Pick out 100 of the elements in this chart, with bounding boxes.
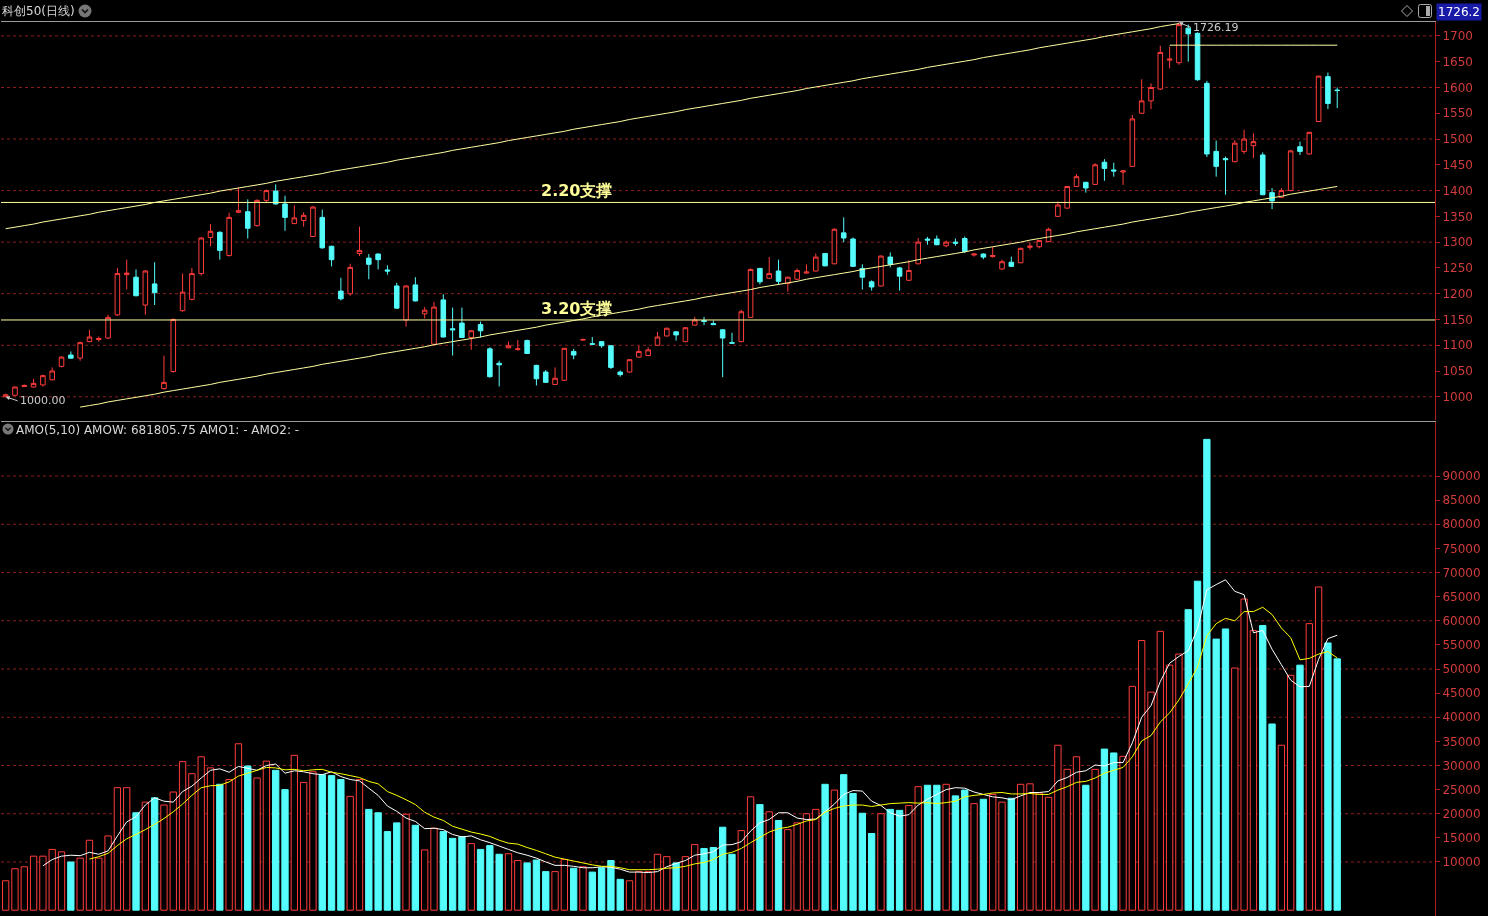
bar	[206, 767, 215, 911]
bar	[1305, 623, 1313, 911]
bar	[1165, 664, 1174, 911]
bar	[504, 853, 513, 911]
bar	[411, 824, 420, 911]
y-tick-label: 75000	[1442, 541, 1481, 556]
bar	[812, 808, 820, 911]
bar	[67, 861, 75, 911]
candlestick	[515, 339, 521, 352]
candlestick	[1120, 169, 1126, 186]
ref-line-label: 3.20支撑	[541, 299, 613, 318]
chart-title: AMO(5,10) AMOW: 681805.75 AMO1: - AMO2: -	[16, 423, 300, 438]
text: 1726.2	[1438, 5, 1480, 19]
y-tick-label: 1100	[1442, 338, 1473, 353]
candlestick	[328, 245, 335, 267]
candlestick	[915, 237, 921, 265]
candlestick	[68, 350, 74, 360]
bar	[1082, 784, 1090, 911]
candlestick	[645, 346, 651, 357]
y-tick-label: 55000	[1442, 638, 1481, 653]
bar	[57, 851, 66, 911]
candlestick	[999, 259, 1005, 271]
candlestick	[114, 267, 121, 317]
y-tick-label: 1300	[1442, 235, 1473, 250]
bar	[1119, 755, 1127, 911]
candlestick	[570, 348, 577, 360]
candlestick	[1036, 239, 1043, 249]
y-tick-label: 60000	[1442, 613, 1481, 628]
candlestick	[887, 251, 894, 268]
candlestick	[719, 328, 726, 378]
candlestick	[906, 259, 912, 282]
bar	[113, 787, 122, 911]
y-tick-label: 10000	[1442, 855, 1481, 870]
candlestick	[77, 341, 83, 362]
candlestick	[1241, 129, 1247, 155]
candlestick	[95, 335, 102, 343]
bar	[1016, 783, 1025, 911]
y-tick-label: 1250	[1442, 261, 1473, 276]
y-tick-label: 20000	[1442, 806, 1481, 821]
bar	[383, 831, 392, 911]
candlestick	[580, 338, 586, 342]
candlestick	[766, 256, 772, 280]
bar	[262, 760, 271, 911]
y-tick-label: 1200	[1442, 286, 1473, 301]
candlestick	[226, 212, 232, 258]
y-tick-label: 1500	[1442, 132, 1473, 147]
candlestick	[431, 301, 437, 346]
candlestick	[254, 198, 260, 228]
candlestick	[189, 267, 195, 301]
y-tick-label: 45000	[1442, 686, 1481, 701]
bar	[532, 859, 541, 911]
candlestick	[1055, 200, 1061, 218]
bar	[961, 789, 969, 911]
candlestick	[1017, 247, 1024, 264]
candlestick	[1129, 114, 1136, 168]
candlestick	[468, 329, 475, 351]
bar	[709, 847, 718, 911]
bar	[579, 866, 587, 911]
bar	[523, 862, 531, 911]
candlestick	[291, 205, 298, 225]
candlestick	[1325, 72, 1331, 110]
candlestick	[170, 317, 177, 374]
bar	[979, 798, 988, 911]
candlestick	[654, 331, 661, 347]
candlestick	[347, 263, 353, 297]
candlestick	[598, 340, 605, 349]
candlestick	[217, 230, 223, 261]
y-tick-label: 1650	[1442, 54, 1473, 69]
y-tick-label: 50000	[1442, 662, 1481, 677]
bar	[1091, 768, 1099, 911]
bar	[318, 774, 326, 911]
candlestick	[310, 205, 316, 238]
candlestick	[338, 277, 344, 301]
y-tick-label: 15000	[1442, 831, 1481, 846]
bar	[393, 822, 401, 911]
candlestick	[449, 307, 456, 357]
bar	[588, 871, 596, 911]
bar	[1277, 744, 1286, 911]
bar	[1221, 628, 1230, 911]
bar	[672, 862, 680, 911]
bar	[1193, 580, 1202, 911]
bar	[1314, 586, 1323, 911]
candlestick	[161, 355, 167, 391]
bar	[476, 848, 485, 911]
candlestick	[393, 282, 400, 310]
bar	[309, 771, 317, 911]
bar	[514, 860, 522, 911]
bar	[178, 761, 187, 911]
bar	[542, 871, 550, 911]
bar	[858, 812, 866, 911]
bar	[1007, 797, 1015, 911]
bar	[570, 867, 578, 911]
bar	[123, 787, 131, 911]
candlestick	[207, 223, 214, 247]
candlestick	[133, 268, 139, 297]
bar	[1072, 756, 1081, 911]
bar	[439, 831, 447, 911]
candlestick	[1315, 75, 1322, 123]
candlestick	[747, 267, 754, 319]
candlestick	[477, 321, 484, 339]
